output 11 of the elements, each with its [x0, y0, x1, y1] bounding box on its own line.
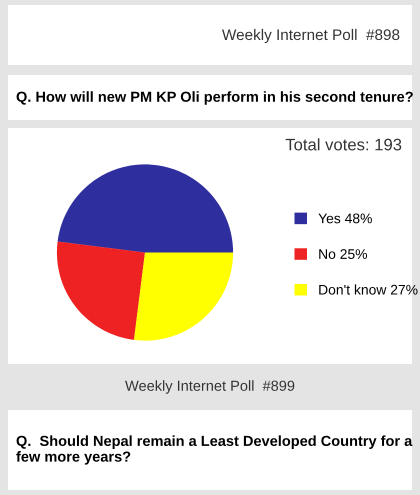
text: Total votes: 193	[286, 138, 402, 150]
text: Q. Should Nepal remain a Least Developed Country for a few more years?	[16, 435, 412, 465]
pie-slice	[58, 164, 234, 252]
pie-slice	[134, 252, 234, 341]
pie-slice	[56, 241, 145, 340]
legend-label: No 25%	[319, 249, 368, 259]
legend-label: Don't know 27%	[319, 284, 418, 295]
chart-title: Weekly Internet Poll #898	[222, 28, 400, 44]
text: Weekly Internet Poll #899	[125, 380, 294, 394]
chart-subtitle: Q. How will new PM KP Oli perform in his second tenure?	[16, 91, 413, 105]
legend-label: Yes 48%	[318, 213, 372, 224]
